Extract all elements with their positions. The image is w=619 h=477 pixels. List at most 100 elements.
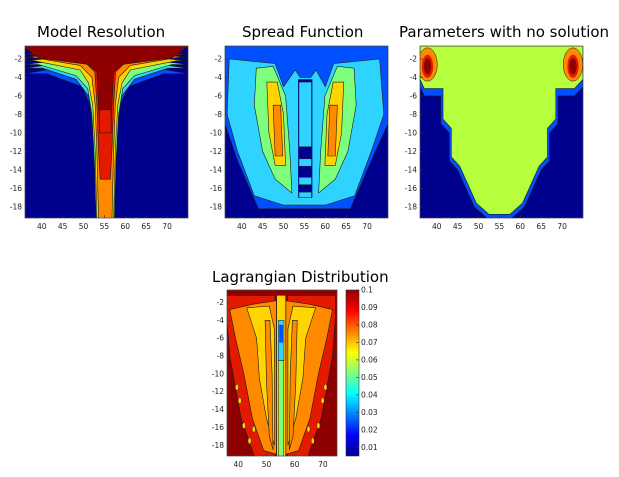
y-tick-label: -8 xyxy=(410,110,418,119)
panel-title-spread-function: Spread Function xyxy=(242,23,364,41)
y-tick-label: -8 xyxy=(215,110,223,119)
panel-title-no-solution: Parameters with no solution xyxy=(399,23,610,41)
plot-frame xyxy=(24,45,189,219)
y-tick-label: -18 xyxy=(210,202,222,211)
y-tick-label: -10 xyxy=(10,128,22,137)
y-tick-label: -2 xyxy=(410,54,418,63)
x-tick-label: 65 xyxy=(141,222,151,231)
y-tick-label: -12 xyxy=(10,147,22,156)
x-tick-label: 40 xyxy=(234,460,244,469)
y-tick-label: -12 xyxy=(212,387,224,396)
y-tick-label: -6 xyxy=(15,91,23,100)
colorbar-tick-label: 0.04 xyxy=(361,390,378,399)
contour-level xyxy=(316,422,321,429)
x-tick-label: 55 xyxy=(495,222,505,231)
colorbar-tick-label: 0.07 xyxy=(361,338,378,347)
x-tick-label: 55 xyxy=(300,222,310,231)
x-tick-label: 50 xyxy=(262,460,272,469)
y-tick-label: -12 xyxy=(210,147,222,156)
y-tick-label: -16 xyxy=(210,184,222,193)
x-tick-label: 40 xyxy=(432,222,442,231)
contour-level xyxy=(298,177,312,185)
contour-level xyxy=(235,384,239,391)
y-tick-label: -10 xyxy=(212,369,224,378)
x-tick-label: 65 xyxy=(536,222,546,231)
x-tick-label: 40 xyxy=(37,222,47,231)
y-tick-label: -2 xyxy=(15,54,23,63)
x-tick-label: 50 xyxy=(79,222,89,231)
colorbar-tick-label: 0.09 xyxy=(361,303,378,312)
colorbar xyxy=(345,289,360,457)
x-tick-label: 70 xyxy=(318,460,328,469)
y-tick-label: -18 xyxy=(405,202,417,211)
y-tick-label: -16 xyxy=(10,184,22,193)
contour-level xyxy=(272,104,284,157)
x-tick-label: 45 xyxy=(258,222,268,231)
contour-level xyxy=(242,422,246,429)
colorbar-tick-label: 0.06 xyxy=(361,355,378,364)
x-tick-label: 50 xyxy=(279,222,289,231)
y-tick-label: -4 xyxy=(217,316,225,325)
y-tick-label: -14 xyxy=(405,165,417,174)
y-tick-label: -2 xyxy=(215,54,223,63)
colorbar-tick-label: 0.01 xyxy=(361,443,378,452)
colorbar-tick-label: 0.05 xyxy=(361,373,378,382)
x-tick-label: 40 xyxy=(237,222,247,231)
y-tick-label: -12 xyxy=(405,147,417,156)
contour-level xyxy=(251,426,256,433)
plot-frame xyxy=(226,289,338,457)
contour-level xyxy=(320,397,325,404)
y-tick-label: -18 xyxy=(212,441,224,450)
y-tick-label: -10 xyxy=(405,128,417,137)
x-tick-label: 65 xyxy=(341,222,351,231)
contour-level xyxy=(310,437,315,445)
plot-area xyxy=(25,46,188,218)
panel-title-model-resolution: Model Resolution xyxy=(37,23,166,41)
y-tick-label: -16 xyxy=(405,184,417,193)
y-tick-label: -6 xyxy=(217,334,225,343)
contour-level xyxy=(327,104,338,157)
contour-level xyxy=(420,46,583,215)
y-tick-label: -8 xyxy=(15,110,23,119)
y-tick-label: -2 xyxy=(217,298,225,307)
plot-area xyxy=(227,290,337,456)
contour-level xyxy=(279,324,284,343)
contour-level xyxy=(569,58,577,75)
contour-level xyxy=(323,384,328,391)
y-tick-label: -4 xyxy=(15,73,23,82)
y-tick-label: -6 xyxy=(410,91,418,100)
x-tick-label: 70 xyxy=(557,222,567,231)
contour-level xyxy=(298,191,312,198)
x-tick-label: 70 xyxy=(362,222,372,231)
lagrangian-panel: 40 50 60 70 -2 -4 -6 -8 -10 -12 -14 -16 -18 xyxy=(212,289,338,469)
x-tick-label: 70 xyxy=(162,222,172,231)
contour-level xyxy=(237,397,242,404)
plot-frame xyxy=(419,45,584,219)
y-tick-label: -18 xyxy=(10,202,22,211)
model-resolution-panel: 40 45 50 55 60 65 70 -2 -4 -6 -8 -10 -12 -14 -16 -18 xyxy=(10,45,189,231)
colorbar-tick-label: 0.03 xyxy=(361,408,378,417)
x-tick-label: 45 xyxy=(453,222,463,231)
x-tick-label: 50 xyxy=(474,222,484,231)
y-tick-label: -6 xyxy=(215,91,223,100)
y-tick-label: -8 xyxy=(217,352,225,361)
plot-area xyxy=(225,46,388,218)
contour-level xyxy=(99,109,112,134)
y-tick-label: -4 xyxy=(215,73,223,82)
plot-frame xyxy=(224,45,389,219)
y-tick-label: -14 xyxy=(210,165,222,174)
contour-level xyxy=(298,158,312,167)
contour-level xyxy=(298,81,312,148)
x-tick-label: 60 xyxy=(121,222,131,231)
x-tick-label: 60 xyxy=(290,460,300,469)
x-tick-label: 60 xyxy=(321,222,331,231)
y-tick-label: -4 xyxy=(410,73,418,82)
colorbar-tick-label: 0.08 xyxy=(361,320,378,329)
x-tick-label: 45 xyxy=(58,222,68,231)
y-tick-label: -14 xyxy=(10,165,22,174)
contour-level xyxy=(278,360,284,456)
y-tick-label: -16 xyxy=(212,423,224,432)
contour-level xyxy=(264,320,274,450)
contour-level xyxy=(306,426,311,433)
panel-title-lagrangian: Lagrangian Distribution xyxy=(212,268,389,286)
